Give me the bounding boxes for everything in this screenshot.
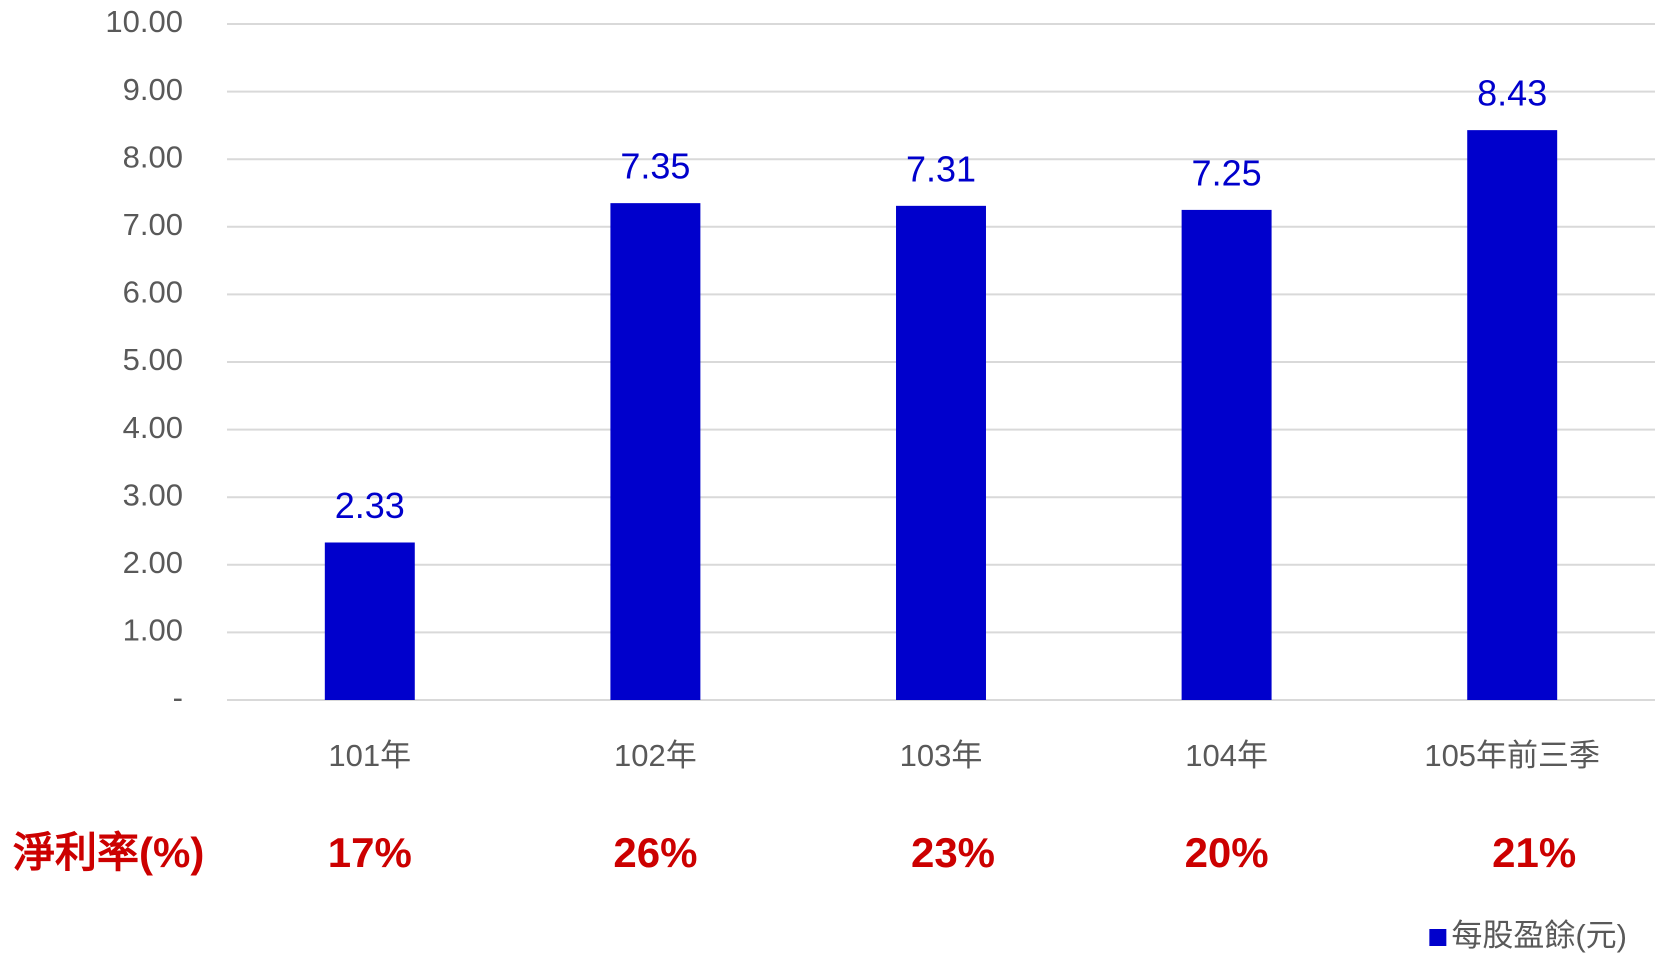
y-tick-label: 9.00 bbox=[123, 72, 183, 107]
y-tick-label: 3.00 bbox=[123, 477, 183, 512]
y-tick-label: 8.00 bbox=[123, 139, 183, 174]
y-tick-label: 4.00 bbox=[123, 410, 183, 445]
y-tick-label: 2.00 bbox=[123, 545, 183, 580]
y-tick-label: 6.00 bbox=[123, 275, 183, 310]
x-tick-label: 105年前三季 bbox=[1424, 738, 1600, 773]
y-tick-label: - bbox=[173, 680, 183, 715]
net-margin-value: 17% bbox=[328, 829, 412, 876]
net-margin-value: 23% bbox=[911, 829, 995, 876]
bar bbox=[1467, 130, 1558, 700]
net-margin-value: 21% bbox=[1492, 829, 1576, 876]
net-margin-value: 20% bbox=[1185, 829, 1269, 876]
bar bbox=[1181, 209, 1272, 700]
data-label: 7.35 bbox=[620, 146, 690, 187]
legend-label: 每股盈餘(元) bbox=[1451, 918, 1627, 953]
net-margin-value: 26% bbox=[613, 829, 697, 876]
y-tick-label: 5.00 bbox=[123, 342, 183, 377]
y-tick-label: 7.00 bbox=[123, 207, 183, 242]
x-tick-label: 102年 bbox=[614, 738, 697, 773]
x-tick-label: 104年 bbox=[1185, 738, 1268, 773]
data-label: 2.33 bbox=[335, 485, 405, 526]
data-label: 7.31 bbox=[906, 148, 976, 189]
bar bbox=[610, 203, 701, 700]
x-tick-label: 103年 bbox=[900, 738, 983, 773]
legend-swatch bbox=[1429, 929, 1447, 946]
bar bbox=[324, 542, 415, 700]
data-label: 8.43 bbox=[1477, 73, 1547, 114]
x-tick-label: 101年 bbox=[328, 738, 411, 773]
net-margin-label: 淨利率(%) bbox=[13, 829, 204, 876]
data-label: 7.25 bbox=[1192, 152, 1262, 193]
bar bbox=[896, 205, 986, 700]
y-tick-label: 1.00 bbox=[123, 613, 183, 648]
y-tick-label: 10.00 bbox=[105, 4, 183, 39]
